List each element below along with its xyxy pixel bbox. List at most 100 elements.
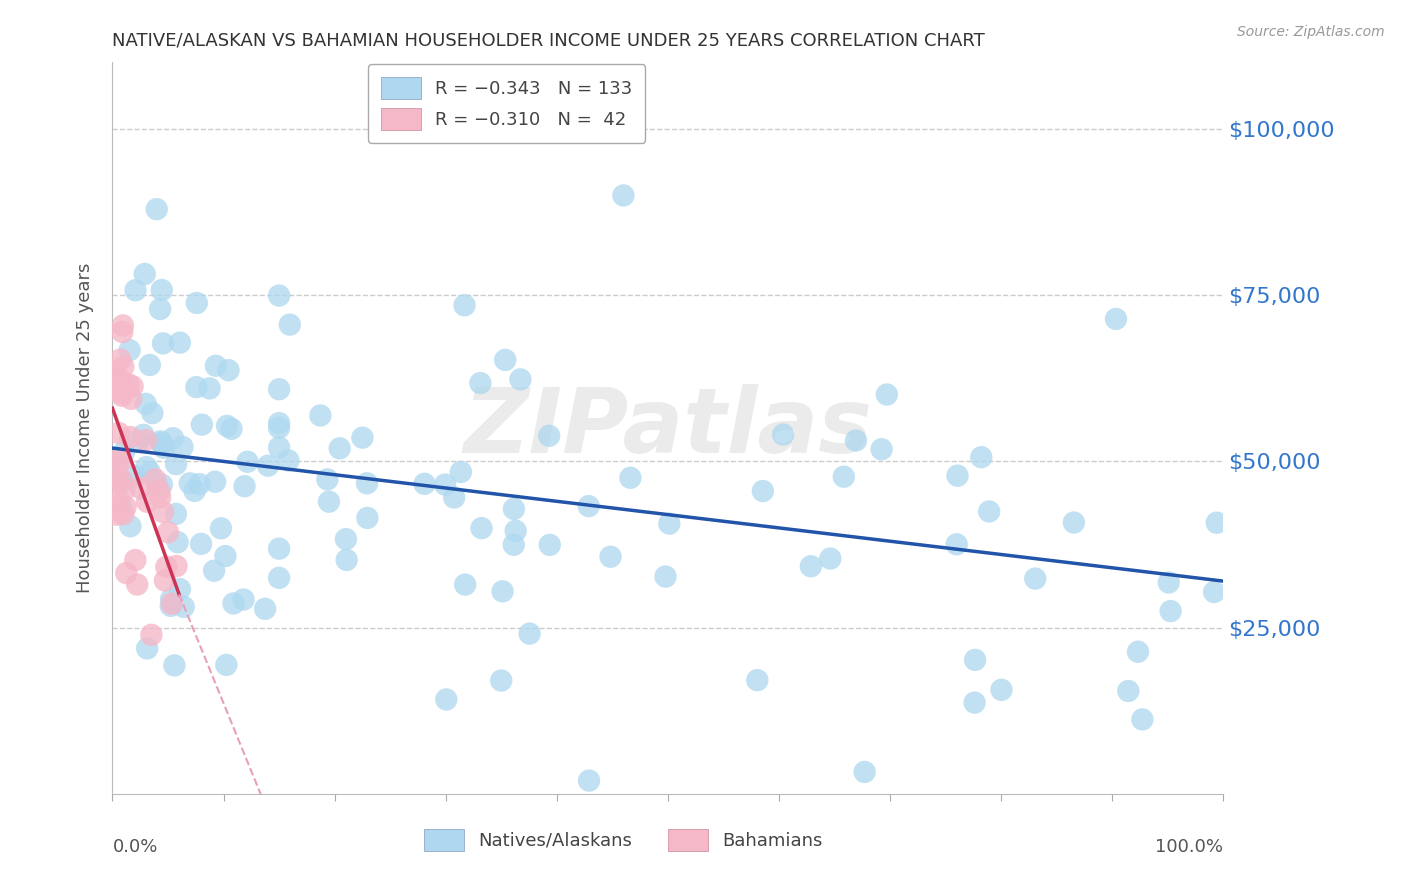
Point: [222, 597, 245, 611]
Point: [146, 479, 169, 493]
Point: [190, 537, 212, 551]
Text: 100.0%: 100.0%: [1156, 838, 1223, 855]
Point: [121, 379, 143, 393]
Point: [105, 472, 128, 486]
Text: NATIVE/ALASKAN VS BAHAMIAN HOUSEHOLDER INCOME UNDER 25 YEARS CORRELATION CHART: NATIVE/ALASKAN VS BAHAMIAN HOUSEHOLDER I…: [112, 32, 986, 50]
Point: [114, 500, 136, 514]
Y-axis label: Householder Income Under 25 years: Householder Income Under 25 years: [76, 263, 94, 593]
Point: [747, 673, 769, 688]
Point: [277, 453, 299, 467]
Point: [233, 479, 256, 493]
Point: [946, 468, 969, 483]
Point: [309, 409, 332, 423]
Point: [134, 267, 156, 281]
Point: [120, 519, 142, 533]
Point: [335, 532, 357, 546]
Point: [232, 592, 254, 607]
Point: [156, 525, 179, 540]
Point: [135, 460, 157, 475]
Point: [149, 434, 172, 449]
Point: [979, 504, 1001, 518]
Point: [1116, 684, 1139, 698]
Point: [434, 477, 457, 491]
Point: [152, 437, 174, 451]
Point: [519, 626, 541, 640]
Point: [832, 469, 855, 483]
Point: [1132, 713, 1154, 727]
Text: 0.0%: 0.0%: [112, 838, 157, 855]
Point: [107, 491, 129, 506]
Point: [318, 494, 340, 508]
Point: [215, 418, 238, 433]
Point: [267, 382, 291, 396]
Point: [136, 494, 159, 508]
Point: [267, 421, 291, 435]
Point: [845, 434, 868, 448]
Point: [853, 764, 876, 779]
Point: [267, 441, 291, 455]
Point: [139, 465, 162, 479]
Point: [110, 352, 132, 367]
Point: [204, 475, 226, 489]
Point: [945, 537, 967, 551]
Point: [209, 521, 232, 535]
Point: [218, 363, 240, 377]
Point: [110, 385, 132, 400]
Point: [149, 491, 172, 505]
Point: [135, 397, 157, 411]
Point: [198, 381, 221, 395]
Point: [135, 433, 157, 447]
Point: [772, 427, 794, 442]
Point: [963, 696, 986, 710]
Point: [191, 417, 214, 432]
Point: [110, 373, 132, 387]
Point: [111, 473, 134, 487]
Point: [141, 406, 163, 420]
Point: [1126, 645, 1149, 659]
Point: [502, 538, 524, 552]
Point: [148, 484, 170, 499]
Point: [599, 549, 621, 564]
Point: [453, 298, 475, 312]
Point: [173, 599, 195, 614]
Point: [267, 571, 291, 585]
Point: [120, 430, 142, 444]
Point: [278, 318, 301, 332]
Point: [654, 569, 676, 583]
Point: [153, 574, 176, 588]
Point: [446, 109, 468, 123]
Point: [186, 380, 208, 394]
Point: [267, 541, 291, 556]
Text: ZIPatlas: ZIPatlas: [464, 384, 872, 472]
Point: [111, 318, 134, 333]
Point: [124, 283, 146, 297]
Point: [800, 559, 823, 574]
Point: [160, 592, 183, 607]
Point: [578, 773, 600, 788]
Point: [165, 457, 187, 471]
Point: [150, 477, 173, 491]
Point: [155, 559, 177, 574]
Point: [1063, 516, 1085, 530]
Point: [990, 682, 1012, 697]
Point: [257, 458, 280, 473]
Point: [215, 657, 238, 672]
Point: [183, 483, 205, 498]
Point: [221, 422, 243, 436]
Point: [267, 288, 291, 302]
Point: [152, 441, 174, 455]
Point: [356, 511, 378, 525]
Point: [188, 477, 211, 491]
Point: [163, 658, 186, 673]
Point: [145, 202, 167, 217]
Point: [120, 392, 142, 406]
Point: [118, 377, 141, 392]
Point: [352, 431, 374, 445]
Point: [114, 483, 136, 497]
Text: Source: ZipAtlas.com: Source: ZipAtlas.com: [1237, 25, 1385, 39]
Point: [104, 500, 127, 515]
Point: [129, 481, 152, 495]
Point: [876, 387, 898, 401]
Point: [166, 535, 188, 549]
Point: [103, 367, 125, 381]
